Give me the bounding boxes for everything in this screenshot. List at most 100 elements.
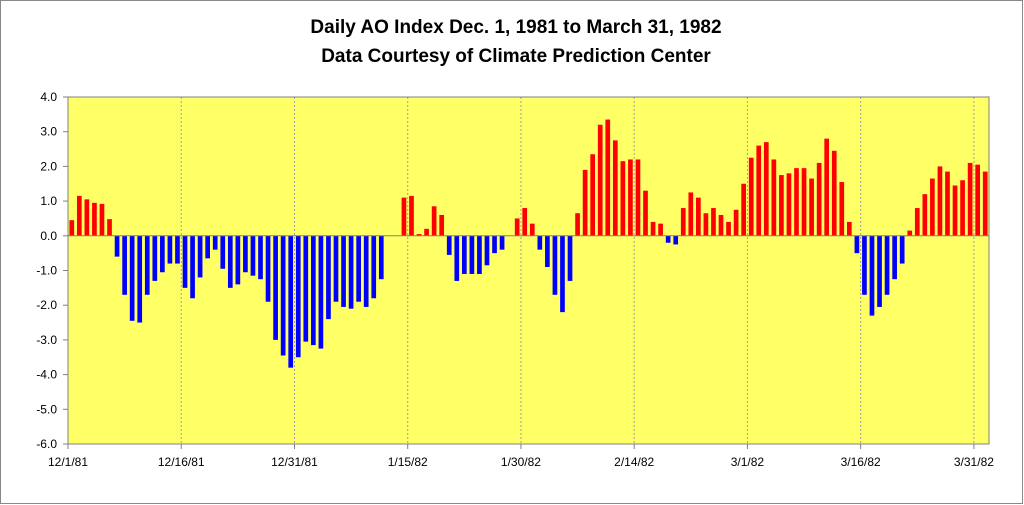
bar (182, 235, 188, 288)
bar (726, 221, 731, 236)
bar (892, 235, 897, 280)
bar (137, 235, 143, 323)
x-tick-label: 2/14/82 (614, 455, 654, 469)
bar (197, 235, 203, 278)
bar (348, 235, 354, 309)
bar (265, 235, 271, 302)
y-tick-label: 4.0 (40, 90, 57, 104)
bar (492, 235, 497, 254)
bar (590, 154, 596, 236)
bar (930, 178, 935, 236)
x-axis: 12/1/81 12/16/81 12/31/81 1/15/82 1/30/82 2/1… (48, 444, 994, 469)
bar (703, 213, 709, 236)
bar (688, 192, 694, 236)
bar (597, 124, 603, 236)
bar (605, 119, 611, 236)
y-axis: 4.0 3.0 2.0 1.0 0.0 -1.0 -2.0 -3.0 -4.0 -5.0 -6.0 (36, 90, 68, 451)
bar (786, 173, 792, 236)
bar (711, 208, 716, 236)
bar (658, 223, 663, 236)
bar (280, 235, 286, 356)
bar (326, 235, 331, 320)
bar (424, 228, 429, 236)
bar (756, 145, 762, 236)
bar (809, 178, 814, 236)
bar (771, 159, 777, 236)
bar (763, 142, 769, 236)
y-tick-label: -1.0 (36, 264, 57, 278)
x-tick-label: 1/30/82 (501, 455, 541, 469)
bar (311, 235, 316, 346)
bar (76, 195, 82, 236)
bar (227, 235, 233, 288)
y-tick-label: -5.0 (36, 402, 57, 416)
bar (212, 235, 218, 250)
bar (650, 221, 656, 236)
bar (129, 235, 135, 321)
bar (854, 235, 860, 254)
bar (952, 185, 958, 236)
grid-lines (180, 97, 975, 444)
bar (628, 159, 633, 236)
x-tick-label: 12/31/81 (271, 455, 318, 469)
bar (567, 235, 573, 281)
bar (907, 230, 913, 236)
bar (643, 190, 648, 236)
bar (696, 197, 701, 236)
x-tick-label: 3/31/82 (954, 455, 994, 469)
bar (816, 162, 822, 236)
y-tick-label: -6.0 (36, 437, 57, 451)
bar (575, 213, 580, 236)
y-tick-label: 2.0 (40, 159, 57, 173)
bar (960, 180, 965, 236)
y-tick-label: -2.0 (36, 298, 57, 312)
bar (288, 235, 294, 368)
x-tick-label: 3/16/82 (841, 455, 881, 469)
bar (175, 235, 180, 264)
x-tick-label: 3/1/82 (731, 455, 765, 469)
bar (250, 235, 256, 276)
bar (560, 235, 565, 313)
bar (680, 208, 686, 236)
bar (665, 235, 671, 243)
x-tick-label: 12/1/81 (48, 455, 88, 469)
bar (884, 235, 890, 295)
bar (431, 206, 437, 236)
bar (899, 235, 905, 264)
bar (243, 235, 248, 273)
bar (582, 169, 588, 236)
bar (877, 235, 882, 307)
bar (741, 183, 746, 236)
bar (107, 219, 112, 236)
bar (635, 159, 641, 236)
bar (454, 235, 460, 281)
bar (831, 150, 837, 236)
bar (794, 168, 799, 236)
bar (205, 235, 211, 259)
bars (69, 119, 988, 368)
bar (522, 208, 528, 236)
bar (378, 235, 384, 280)
bar (409, 195, 414, 236)
bar (552, 235, 558, 295)
bar (461, 235, 467, 274)
bar (363, 235, 369, 307)
bar (446, 235, 452, 255)
bar (439, 214, 445, 236)
bar (220, 235, 226, 269)
bar (975, 164, 981, 236)
chart-subtitle: Data Courtesy of Climate Prediction Cent… (321, 46, 711, 67)
bar (824, 138, 830, 236)
bar (333, 235, 339, 302)
bar (545, 235, 550, 268)
bar (937, 166, 943, 236)
bar (748, 157, 754, 236)
bar (114, 235, 120, 257)
bar (862, 235, 867, 295)
bar (122, 235, 127, 295)
bar (303, 235, 309, 342)
bar (92, 202, 97, 236)
bar (499, 235, 505, 250)
bar (537, 235, 543, 250)
